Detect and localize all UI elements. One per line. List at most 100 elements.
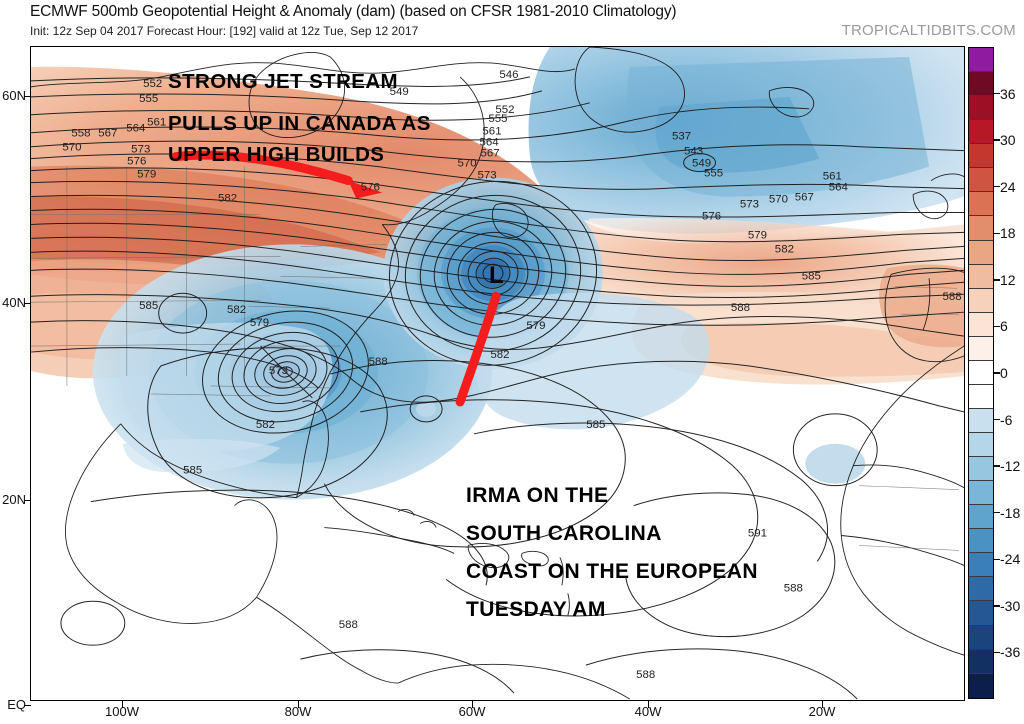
colorbar-segment xyxy=(969,384,993,409)
longitude-tick-label: 60W xyxy=(458,704,486,719)
latitude-tick xyxy=(24,303,31,305)
contour-label: 555 xyxy=(488,113,507,125)
jet-note-line1: STRONG JET STREAM xyxy=(168,70,399,93)
contour-label: 588 xyxy=(636,669,655,681)
contour-label: 546 xyxy=(499,69,518,81)
colorbar-tick-label: -18 xyxy=(1000,504,1021,521)
colorbar-segment xyxy=(969,312,993,337)
latitude-tick-label: 40N xyxy=(2,295,26,310)
contour-label: 585 xyxy=(586,419,605,431)
contour-label: 588 xyxy=(731,302,750,314)
colorbar-tick xyxy=(994,92,1000,95)
contour-label: 588 xyxy=(942,291,961,303)
contour-label: 549 xyxy=(692,158,711,170)
colorbar-segment xyxy=(969,505,993,530)
colorbar-tick-label: 6 xyxy=(1000,318,1008,335)
contour-label: 585 xyxy=(183,465,202,477)
colorbar-segment xyxy=(969,529,993,554)
contour-label: 567 xyxy=(98,128,117,140)
contour-label: 567 xyxy=(795,192,814,204)
contour-label: 576 xyxy=(127,156,146,168)
page-subtitle: Init: 12z Sep 04 2017 Forecast Hour: [19… xyxy=(30,24,419,38)
colorbar-tick-label: 36 xyxy=(1000,85,1016,102)
colorbar-tick-label: 12 xyxy=(1000,271,1016,288)
colorbar-tick-label: 30 xyxy=(1000,132,1016,149)
header: ECMWF 500mb Geopotential Height & Anomal… xyxy=(0,0,1024,46)
colorbar-tick-label: 24 xyxy=(1000,178,1016,195)
colorbar-tick xyxy=(994,651,1000,654)
colorbar-segment xyxy=(969,433,993,458)
contour-label: 582 xyxy=(227,304,246,316)
colorbar-tick-label: -36 xyxy=(1000,644,1021,661)
contour-label: 564 xyxy=(829,182,849,194)
colorbar-segment xyxy=(969,288,993,313)
contour-label: 591 xyxy=(748,528,767,540)
colorbar-segment xyxy=(969,649,993,674)
contour-label: 570 xyxy=(457,158,476,170)
colorbar-segment xyxy=(969,481,993,506)
longitude-tick-label: 40W xyxy=(634,704,662,719)
colorbar-tick-label: 18 xyxy=(1000,225,1016,242)
colorbar-segment xyxy=(969,144,993,169)
colorbar-tick xyxy=(994,558,1000,560)
map-frame[interactable]: 537 543 546 549 549 552 552 555 555 555 558 561 561 5… xyxy=(30,46,965,701)
longitude-tick xyxy=(648,701,650,708)
colorbar-segment xyxy=(969,120,993,145)
colorbar-tick xyxy=(994,605,1000,607)
latitude-tick-label: 60N xyxy=(2,88,26,103)
jet-note-line2: PULLS UP IN CANADA AS xyxy=(168,112,431,135)
colorbar-tick-label: 0 xyxy=(1000,365,1008,381)
colorbar-segment xyxy=(969,408,993,433)
colorbar-tick-label: -12 xyxy=(1000,458,1021,475)
colorbar-segment xyxy=(969,601,993,626)
latitude-tick xyxy=(24,705,31,707)
longitude-tick xyxy=(472,701,474,708)
contour-label: 564 xyxy=(126,123,146,135)
colorbar-tick-label: -24 xyxy=(1000,551,1021,568)
colorbar-segment xyxy=(969,216,993,241)
contour-label: 588 xyxy=(369,356,388,368)
latitude-tick-label: 20N xyxy=(2,492,26,507)
map-canvas[interactable] xyxy=(31,47,964,700)
contour-label: 585 xyxy=(139,300,158,312)
contour-label: 579 xyxy=(526,320,545,332)
irma-note-line4: TUESDAY AM xyxy=(466,598,606,621)
annotation-arrows xyxy=(171,150,501,407)
latitude-tick xyxy=(24,500,31,502)
contour-label: 567 xyxy=(480,148,499,160)
contour-label: 582 xyxy=(218,193,237,205)
page-title: ECMWF 500mb Geopotential Height & Anomal… xyxy=(30,3,677,20)
contour-label: 537 xyxy=(672,131,691,143)
contour-label: 573 xyxy=(269,365,288,377)
colorbar-segment xyxy=(969,240,993,265)
contour-label: 588 xyxy=(784,582,803,594)
longitude-tick-label: 80W xyxy=(284,704,312,719)
contour-label: 573 xyxy=(131,144,150,156)
colorbar-tick-label: -30 xyxy=(1000,597,1021,614)
colorbar-segment xyxy=(969,168,993,193)
contour-label: 555 xyxy=(139,93,158,105)
colorbar-segment xyxy=(969,360,993,385)
contour-label: 582 xyxy=(256,419,275,431)
irma-note-line2: SOUTH CAROLINA xyxy=(466,522,662,545)
colorbar-segment xyxy=(969,72,993,97)
colorbar-tick xyxy=(994,372,1000,374)
longitude-tick xyxy=(122,701,124,708)
contour-labels-layer: 5375435465495495525525555555555585615615… xyxy=(62,69,961,681)
colorbar-segment xyxy=(969,264,993,289)
contour-label: 582 xyxy=(490,349,509,361)
contour-label: 570 xyxy=(62,142,81,154)
colorbar-tick xyxy=(994,186,1000,188)
low-pressure-marker-atlantic: L xyxy=(489,262,504,289)
colorbar-tick xyxy=(994,139,1000,141)
anomaly-colorbar[interactable] xyxy=(968,47,994,699)
latitude-tick-label: EQ xyxy=(7,697,26,712)
brand-watermark: TROPICALTIDBITS.COM xyxy=(841,22,1016,39)
contour-label: 543 xyxy=(684,146,703,158)
contour-label: 561 xyxy=(147,117,166,129)
longitude-tick-label: 20W xyxy=(808,704,836,719)
colorbar-segment xyxy=(969,96,993,121)
contour-label: 573 xyxy=(740,199,759,211)
colorbar-tick xyxy=(994,279,1000,281)
